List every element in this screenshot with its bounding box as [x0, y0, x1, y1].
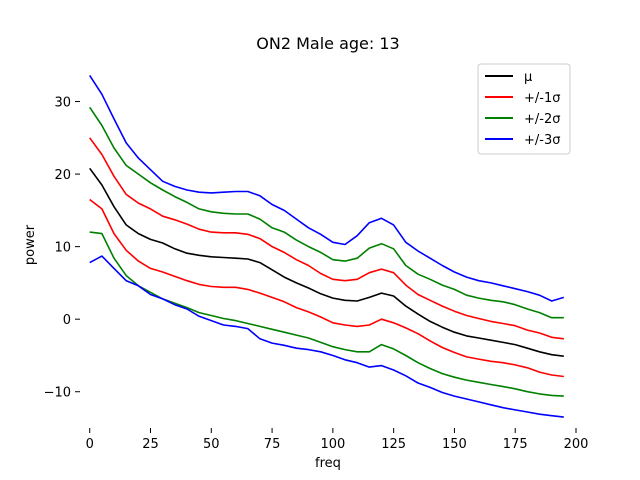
- series-line-5: [89, 74, 565, 302]
- x-axis-ticks: 0 25 50 75 100 125 150 175 200: [86, 428, 589, 452]
- x-tick-label: 50: [203, 437, 220, 452]
- legend-entries: μ +/-1σ +/-2σ +/-3σ: [485, 70, 560, 148]
- legend-label: +/-1σ: [524, 91, 560, 106]
- x-tick-label: 175: [503, 437, 528, 452]
- y-tick-label: 0: [63, 313, 71, 328]
- x-tick-label: 200: [564, 437, 589, 452]
- x-tick-label: 150: [442, 437, 467, 452]
- x-axis-label: freq: [315, 456, 341, 471]
- series-lines: [89, 74, 565, 418]
- x-tick-label: 25: [142, 437, 159, 452]
- y-tick-label: 10: [54, 241, 71, 256]
- y-tick-label: 20: [54, 168, 71, 183]
- x-tick-label: 75: [264, 437, 281, 452]
- y-axis-label: power: [23, 224, 38, 265]
- legend: μ +/-1σ +/-2σ +/-3σ: [477, 63, 571, 155]
- y-axis-ticks: −10 0 10 20 30: [44, 96, 80, 401]
- y-tick-label: 30: [54, 96, 71, 111]
- series-line-3: [89, 106, 564, 319]
- y-tick-label: −10: [44, 386, 71, 401]
- x-tick-label: 125: [381, 437, 406, 452]
- series-line-6: [89, 255, 564, 418]
- legend-label: +/-2σ: [524, 112, 560, 127]
- legend-frame: [477, 63, 571, 155]
- series-line-0: [89, 167, 564, 357]
- x-tick-label: 0: [86, 437, 94, 452]
- chart-title: ON2 Male age: 13: [256, 34, 399, 53]
- legend-label: μ: [524, 70, 532, 85]
- x-tick-label: 100: [320, 437, 345, 452]
- legend-label: +/-3σ: [524, 133, 560, 148]
- series-line-2: [89, 198, 564, 378]
- series-line-1: [89, 137, 564, 340]
